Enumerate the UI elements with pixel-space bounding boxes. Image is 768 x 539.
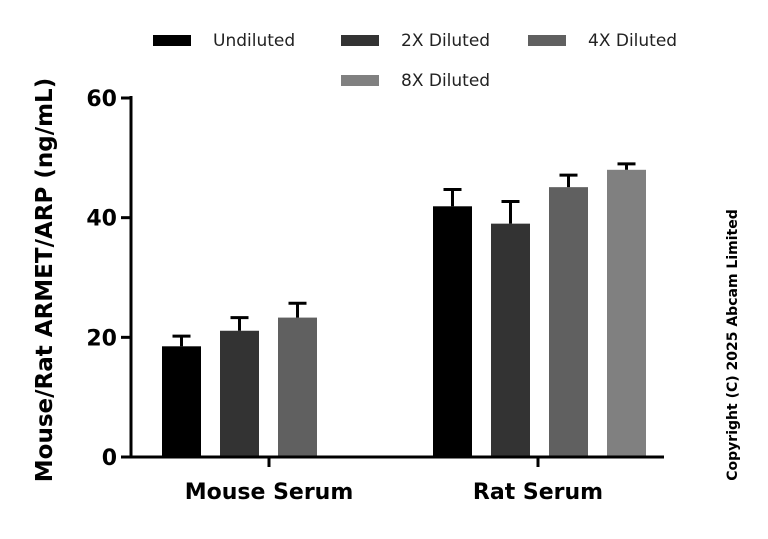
legend-label: 8X Diluted	[401, 71, 490, 91]
legend-label: 2X Diluted	[401, 31, 490, 51]
legend-swatch	[341, 75, 379, 86]
legend-label: 4X Diluted	[588, 31, 677, 51]
x-category-label: Mouse Serum	[185, 480, 354, 505]
y-tick-label: 40	[86, 207, 117, 232]
bar-undiluted	[162, 346, 201, 457]
legend-swatch	[341, 35, 379, 46]
y-tick-label: 0	[102, 446, 117, 471]
bar-4x-diluted	[549, 187, 588, 457]
legend: Undiluted 2X Diluted 4X Diluted 8X Diluted	[153, 31, 677, 91]
legend-label: Undiluted	[213, 31, 295, 51]
bar-2x-diluted	[491, 223, 530, 457]
bar-2x-diluted	[220, 330, 259, 457]
bar-4x-diluted	[278, 317, 317, 457]
legend-swatch	[528, 35, 566, 46]
y-tick-label: 20	[86, 326, 117, 351]
y-tick-label: 60	[86, 87, 117, 112]
axes: 0 20 40 60 Mouse Serum Rat Serum	[86, 87, 664, 505]
bar-undiluted	[433, 206, 472, 457]
legend-swatch	[153, 35, 191, 46]
bars	[162, 162, 646, 458]
copyright-text: Copyright (C) 2025 Abcam Limited	[725, 209, 741, 480]
y-axis-label: Mouse/Rat ARMET/ARP (ng/mL)	[32, 78, 58, 482]
bar-8x-diluted	[607, 169, 646, 458]
x-category-label: Rat Serum	[473, 480, 603, 505]
